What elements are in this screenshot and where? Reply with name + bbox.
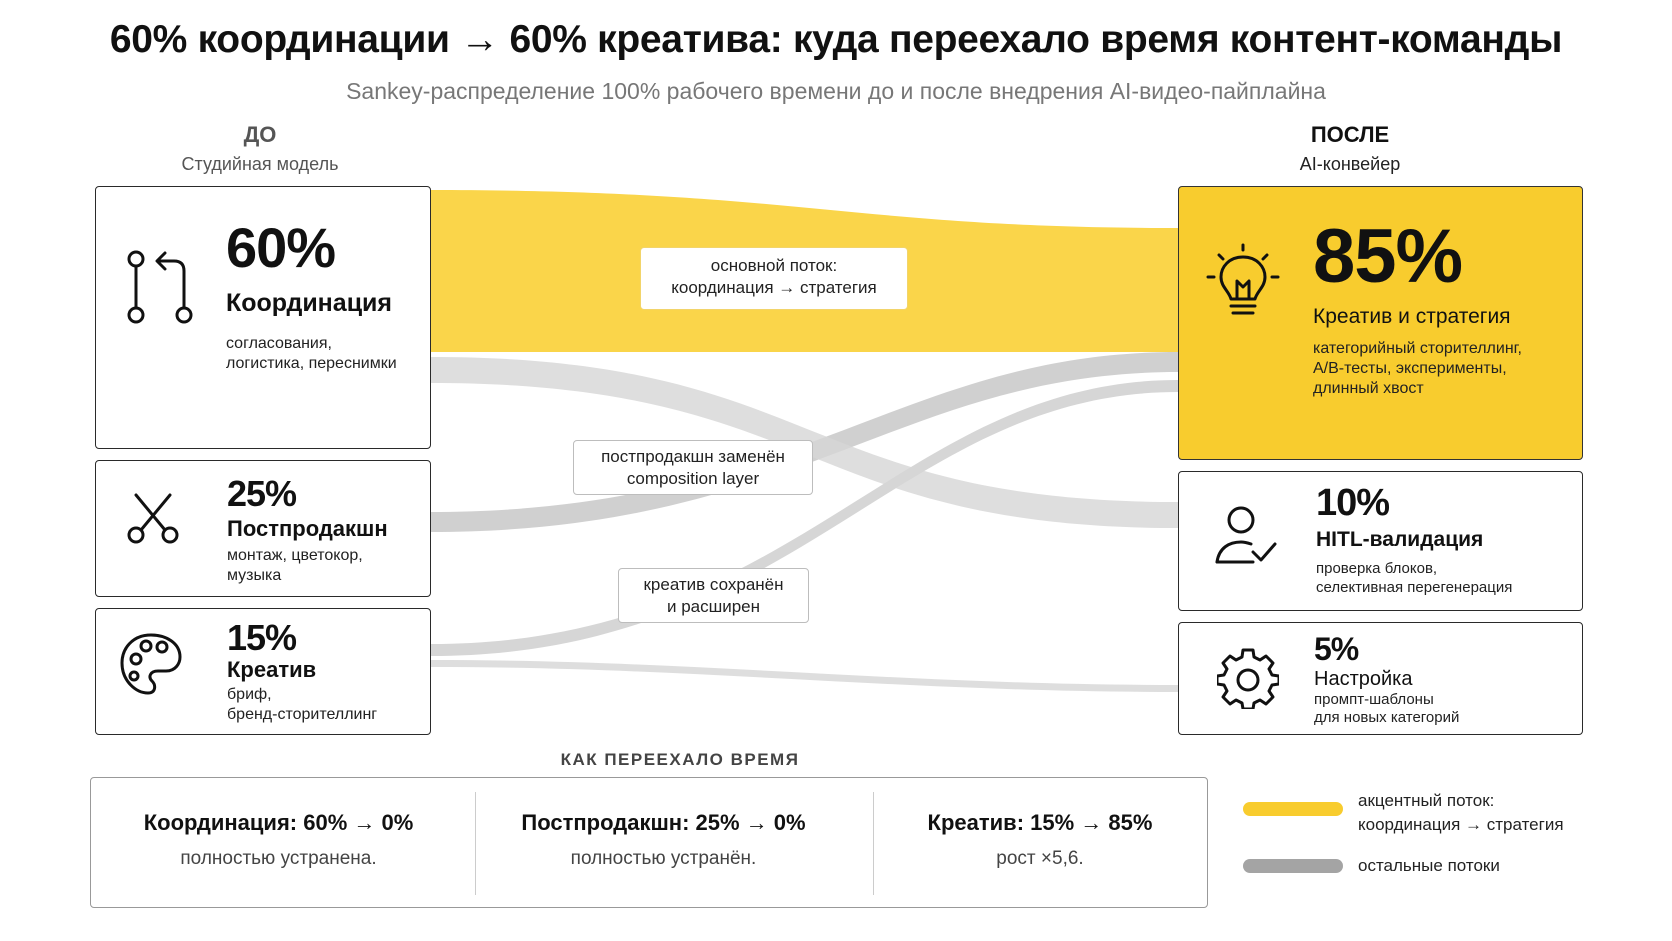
flow-label-creative-line2: и расширен — [666, 597, 761, 616]
flow-label-creative: креатив сохранён и расширен — [618, 568, 809, 623]
flow-label-creative-line1: креатив сохранён — [643, 575, 784, 594]
flow-postprod-to-creative-strategy — [431, 352, 1178, 532]
node-name: HITL-валидация — [1316, 528, 1484, 551]
flow-label-main-line1: основной поток: — [710, 256, 838, 275]
node-description-line1: проверка блоков, — [1316, 560, 1438, 577]
page-title: 60% координации → 60% креатива: куда пер… — [109, 18, 1563, 61]
summary-headline: Креатив: 15% → 85% — [927, 810, 1153, 835]
before-subheading: Студийная модель — [181, 154, 339, 174]
summary-headline: Постпродакшн: 25% → 0% — [521, 810, 806, 835]
summary-note: полностью устранена. — [180, 848, 377, 869]
node-description-line2: селективная перегенерация — [1316, 578, 1513, 596]
node-description-line2: A/B-тесты, эксперименты, — [1313, 360, 1507, 377]
node-description-line2: бренд-сторителлинг — [227, 706, 378, 723]
node-percent: 60% — [226, 216, 336, 279]
summary-item-postproduction: Постпродакшн: 25% → 0% полностью устранё… — [476, 778, 851, 909]
legend-accent-line1: акцентный поток: — [1358, 791, 1495, 810]
node-description-line3: длинный хвост — [1313, 380, 1424, 397]
node-name: Креатив и стратегия — [1313, 305, 1511, 328]
node-description-line2: музыка — [227, 567, 282, 584]
gear-icon — [1217, 648, 1279, 709]
node-percent: 25% — [227, 473, 297, 514]
node-description: монтаж, цветокор, музыка — [227, 546, 363, 586]
node-description-line1: согласования, — [226, 335, 332, 352]
node-name: Постпродакшн — [227, 516, 388, 541]
user-check-icon — [1215, 506, 1277, 564]
node-setup: 5% Настройка промпт-шаблоны для новых ка… — [1178, 622, 1583, 735]
node-creative-strategy: 85% Креатив и стратегия категорийный сто… — [1178, 186, 1583, 460]
node-description-line1: промпт-шаблоны — [1314, 691, 1434, 708]
page-subtitle: Sankey-распределение 100% рабочего време… — [346, 78, 1326, 104]
summary-headline: Координация: 60% → 0% — [143, 810, 414, 835]
lightbulb-icon — [1206, 243, 1280, 315]
node-percent: 15% — [227, 617, 297, 658]
palette-icon — [120, 633, 182, 695]
after-heading: ПОСЛЕ — [1310, 122, 1390, 147]
summary-divider — [873, 792, 874, 895]
column-header-before: ДО Студийная модель — [150, 122, 370, 175]
node-description-line1: бриф, — [227, 686, 272, 703]
node-description: проверка блоков, селективная перегенерац… — [1316, 560, 1512, 598]
scissors-icon — [127, 493, 179, 544]
node-percent: 5% — [1314, 631, 1359, 667]
node-name: Настройка — [1314, 668, 1413, 690]
node-description: промпт-шаблоны для новых категорий — [1314, 691, 1459, 727]
summary-item-coordination: Координация: 60% → 0% полностью устранен… — [91, 778, 466, 909]
legend-accent-line2: координация → стратегия — [1358, 815, 1564, 834]
flow-creative-to-setup — [431, 660, 1178, 692]
node-percent: 85% — [1313, 214, 1463, 299]
summary-divider — [475, 792, 476, 895]
before-heading: ДО — [243, 122, 277, 147]
summary-note: рост ×5,6. — [996, 848, 1084, 869]
node-coordination: 60% Координация согласования, логистика,… — [95, 186, 431, 449]
legend-other-swatch — [1243, 859, 1343, 873]
summary-panel: Координация: 60% → 0% полностью устранен… — [90, 777, 1208, 908]
node-description-line1: монтаж, цветокор, — [227, 547, 363, 564]
node-name: Креатив — [227, 657, 317, 682]
legend-other-label: остальные потоки — [1358, 856, 1500, 875]
flow-label-postprod-line2: composition layer — [626, 469, 760, 488]
summary-title: КАК ПЕРЕЕХАЛО ВРЕМЯ — [560, 750, 800, 769]
node-description: бриф, бренд-сторителлинг — [227, 685, 377, 725]
node-description: согласования, логистика, переснимки — [226, 334, 397, 374]
branch-arrows-icon — [127, 250, 193, 324]
after-subheading: AI-конвейер — [1299, 154, 1401, 174]
legend-accent-label: акцентный поток: координация → стратегия — [1358, 789, 1564, 837]
flow-label-main: основной поток: координация → стратегия — [640, 247, 908, 310]
node-postproduction: 25% Постпродакшн монтаж, цветокор, музык… — [95, 460, 431, 597]
node-description: категорийный сторителлинг, A/B-тесты, эк… — [1313, 339, 1522, 399]
node-hitl-validation: 10% HITL-валидация проверка блоков, селе… — [1178, 471, 1583, 611]
node-description-line2: логистика, переснимки — [226, 355, 397, 372]
column-header-after: ПОСЛЕ AI-конвейер — [1240, 122, 1460, 175]
summary-item-creative: Креатив: 15% → 85% рост ×5,6. — [874, 778, 1206, 909]
node-description-line2: для новых категорий — [1314, 709, 1460, 726]
node-creative: 15% Креатив бриф, бренд-сторителлинг — [95, 608, 431, 735]
flow-label-postprod-line1: постпродакшн заменён — [601, 447, 785, 466]
node-description-line1: категорийный сторителлинг, — [1313, 340, 1522, 357]
summary-note: полностью устранён. — [570, 848, 757, 869]
node-percent: 10% — [1316, 482, 1390, 524]
node-name: Координация — [226, 289, 393, 317]
flow-label-postprod: постпродакшн заменён composition layer — [573, 440, 813, 495]
flow-label-main-line2: координация → стратегия — [671, 278, 877, 297]
legend-accent-swatch — [1243, 802, 1343, 816]
